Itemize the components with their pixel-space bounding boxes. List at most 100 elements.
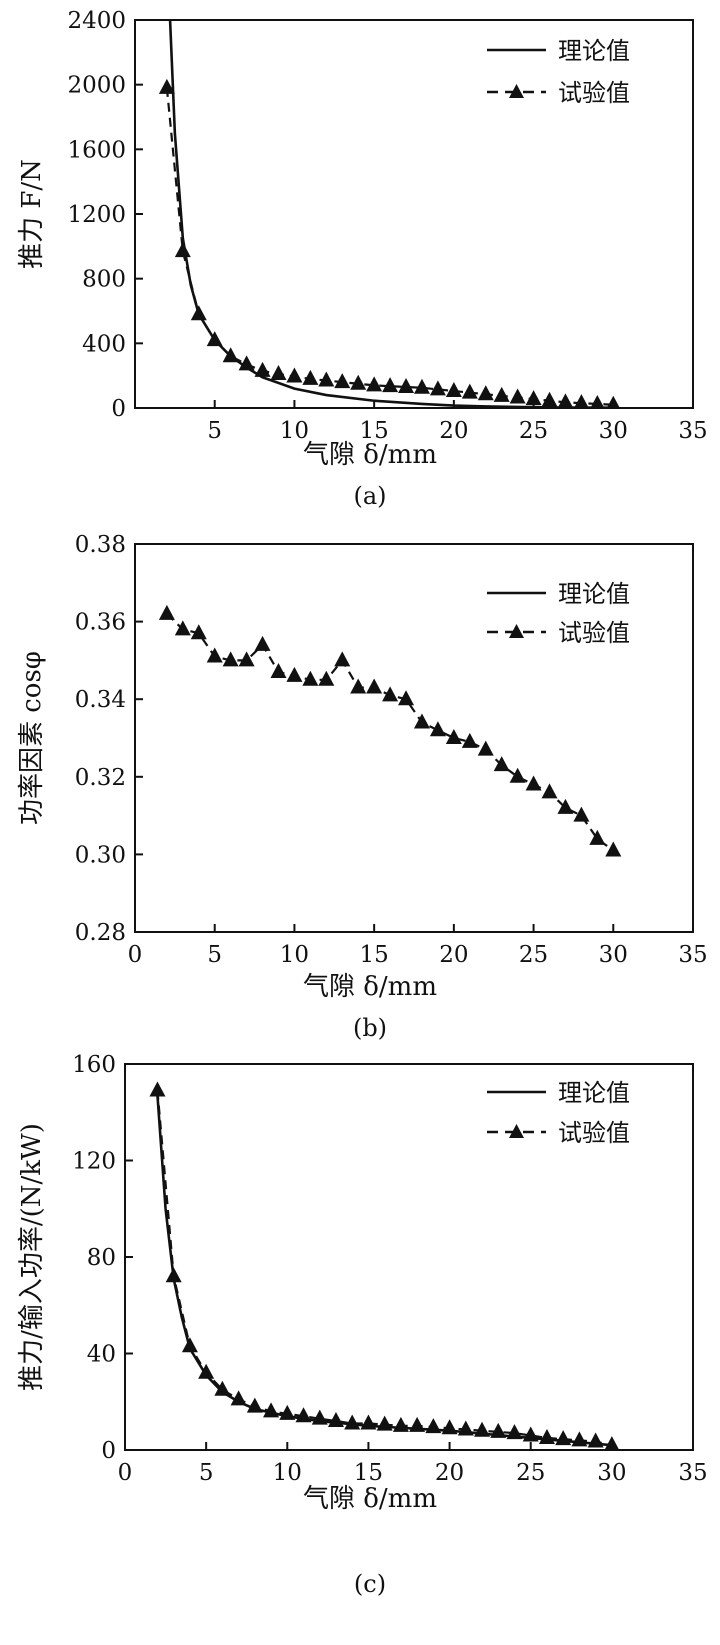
x-tick-label: 15: [354, 1460, 383, 1486]
panel-c: 0 5 10 15 20 25 30 35 0 40 80 120 160 理论值 试验值 气隙 δ/m…: [17, 1052, 708, 1598]
test-data-point: [441, 1419, 458, 1435]
series-layer: [158, 20, 620, 408]
panel-caption: (b): [353, 1014, 387, 1042]
legend-theory-label: 理论值: [558, 37, 630, 65]
test-data-point: [461, 732, 478, 748]
x-tick-label: 20: [439, 942, 468, 968]
test-data-point: [263, 1402, 280, 1418]
test-data-point: [490, 1422, 507, 1438]
x-tick-label: 20: [435, 1460, 464, 1486]
y-tick-label: 400: [82, 331, 126, 357]
test-data-point: [589, 829, 606, 845]
y-tick-label: 0.36: [75, 610, 126, 636]
test-data-point: [230, 1390, 247, 1406]
test-data-point: [376, 1415, 393, 1431]
test-data-point: [206, 647, 223, 663]
test-data-point: [429, 721, 446, 737]
x-axis-label: 气隙 δ/mm: [303, 1484, 437, 1514]
test-data-point: [557, 798, 574, 814]
test-data-point: [522, 1426, 539, 1442]
test-data-point: [270, 663, 287, 679]
x-tick-label: 5: [199, 1460, 214, 1486]
test-data-point: [413, 713, 430, 729]
x-tick-label: 10: [273, 1460, 302, 1486]
test-data-point: [382, 686, 399, 702]
x-tick-label: 25: [519, 942, 548, 968]
test-data-point: [538, 1428, 555, 1444]
y-tick-label: 40: [87, 1342, 116, 1368]
y-tick-label: 0.32: [75, 765, 126, 791]
test-data-point: [334, 373, 351, 389]
test-data-point: [525, 775, 542, 791]
test-data-point: [350, 678, 367, 694]
y-tick-label: 2400: [67, 8, 126, 34]
y-tick-label: 0.38: [75, 532, 126, 558]
x-tick-label: 15: [360, 942, 389, 968]
test-data-point: [573, 806, 590, 822]
test-data-point: [506, 1424, 523, 1440]
y-tick-label: 2000: [67, 73, 126, 99]
test-data-point: [509, 767, 526, 783]
test-data-point: [587, 1432, 604, 1448]
legend-test-label: 试验值: [558, 1119, 630, 1147]
test-data-point: [382, 377, 399, 393]
test-data-point: [190, 305, 207, 321]
test-data-point: [222, 651, 239, 667]
legend: 理论值 试验值: [487, 580, 630, 647]
panel-a: 5 10 15 20 25 30 35 0 400 800 1200 1600 2000 2400 理论值…: [17, 8, 708, 510]
legend-test-label: 试验值: [558, 79, 630, 107]
x-tick-label: 35: [678, 1460, 707, 1486]
x-tick-label: 10: [280, 942, 309, 968]
test-data-point: [318, 371, 335, 387]
plot-frame: [134, 543, 694, 933]
x-axis-label: 气隙 δ/mm: [303, 440, 437, 470]
y-tick-label: 0.30: [75, 842, 126, 868]
y-tick-label: 0: [101, 1438, 116, 1464]
x-tick-label: 0: [128, 942, 143, 968]
x-tick-label: 10: [280, 418, 309, 444]
test-data-point: [279, 1404, 296, 1420]
test-data-point: [222, 347, 239, 363]
test-data-point: [398, 377, 415, 393]
test-data-point: [445, 382, 462, 398]
test-data-point: [254, 635, 271, 651]
test-data-point: [158, 78, 175, 94]
test-data-point: [238, 651, 255, 667]
test-data-point: [206, 331, 223, 347]
y-tick-label: 1200: [67, 202, 126, 228]
legend-theory-label: 理论值: [558, 580, 630, 608]
test-data-point: [302, 369, 319, 385]
x-tick-label: 5: [207, 942, 222, 968]
x-tick-label: 5: [207, 418, 222, 444]
test-data-point: [149, 1081, 166, 1097]
test-data-point: [334, 651, 351, 667]
test-data-point: [574, 394, 589, 408]
series-layer: [158, 604, 622, 857]
x-tick-label: 0: [118, 1460, 133, 1486]
test-data-point: [541, 783, 558, 799]
y-tick-label: 800: [82, 267, 126, 293]
test-data-point: [158, 604, 175, 620]
y-tick-label: 0: [111, 396, 126, 422]
test-data-point: [392, 1416, 409, 1432]
legend: 理论值 试验值: [487, 1079, 630, 1147]
test-data-point: [461, 383, 478, 399]
series-clip-group: [149, 1081, 620, 1450]
test-data-point: [311, 1409, 328, 1425]
test-data-point: [429, 380, 446, 396]
test-data-point: [246, 1397, 263, 1413]
test-data-point: [366, 376, 383, 392]
test-data-point: [445, 729, 462, 744]
test-data-point: [555, 1430, 572, 1446]
test-data-point: [425, 1418, 442, 1434]
test-data-point: [409, 1416, 426, 1432]
x-tick-label: 30: [599, 418, 628, 444]
x-tick-label: 35: [678, 942, 707, 968]
test-series-line: [166, 613, 614, 852]
test-data-point: [477, 385, 494, 401]
test-data-point: [190, 624, 207, 640]
test-data-point: [174, 242, 191, 258]
tick-layer: 0 5 10 15 20 25 30 35 0.28 0.30 0.32 0.34 0.36 0.38: [75, 532, 708, 968]
x-axis-label: 气隙 δ/mm: [303, 972, 437, 1002]
